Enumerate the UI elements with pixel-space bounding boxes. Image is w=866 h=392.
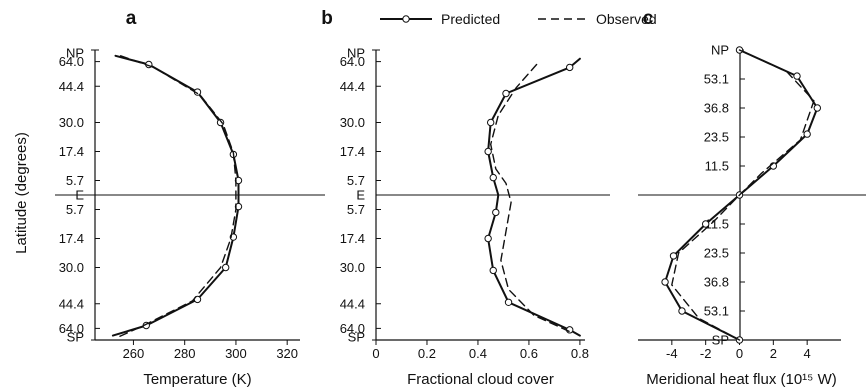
chart-panel-a: aNP64.044.430.017.45.7E5.717.430.044.464…	[55, 8, 325, 388]
data-point-predicted-c	[803, 130, 811, 138]
data-point-predicted-c	[669, 252, 678, 260]
y-tick-label-a: 44.4	[59, 296, 84, 311]
x-tick-label-a: 300	[225, 346, 247, 361]
y-tick-label-c: 53.1	[704, 72, 729, 87]
data-point-predicted-c	[793, 72, 801, 80]
y-tick-label-c: 53.1	[704, 304, 729, 319]
x-tick-label-b: 0.2	[418, 346, 436, 361]
data-point-predicted-b	[566, 63, 574, 72]
y-tick-label-a: 44.4	[59, 79, 84, 94]
y-tick-label-c: NP	[711, 43, 729, 58]
data-point-predicted-b	[504, 298, 513, 306]
x-tick-label-c: -4	[666, 346, 678, 361]
x-tick-label-b: 0	[372, 346, 379, 361]
x-tick-label-c: 0	[736, 346, 743, 361]
x-axis-title-c: Meridional heat flux (10¹⁵ W)	[646, 371, 836, 388]
x-tick-label-c: 2	[770, 346, 777, 361]
x-axis-title-a: Temperature (K)	[143, 371, 251, 388]
x-tick-label-a: 320	[276, 346, 298, 361]
data-point-predicted-b	[489, 173, 497, 182]
legend: Predicted Observed	[380, 11, 657, 27]
y-tick-label-a: 17.4	[59, 144, 84, 159]
y-tick-label-b: 17.4	[340, 144, 365, 159]
panel-letter-c: c	[643, 8, 654, 29]
y-axis-title: Latitude (degrees)	[13, 132, 30, 254]
series-line-observed-a	[117, 55, 237, 338]
x-axis-title-b: Fractional cloud cover	[407, 371, 554, 388]
legend-predicted-label: Predicted	[441, 11, 500, 27]
y-tick-label-b: 64.0	[340, 54, 365, 69]
chart-panel-b: bNP64.044.430.017.45.7E5.717.430.044.464…	[321, 8, 610, 388]
data-point-predicted-c	[678, 307, 686, 315]
data-point-predicted-b	[484, 234, 492, 243]
data-point-predicted-a	[221, 263, 230, 272]
y-tick-label-a: 64.0	[59, 321, 84, 336]
panel-letter-a: a	[126, 8, 137, 29]
y-tick-label-b: E	[356, 188, 365, 203]
x-tick-label-a: 280	[174, 346, 196, 361]
data-point-predicted-b	[492, 208, 500, 217]
series-line-observed-b	[490, 63, 573, 334]
y-tick-label-a: 17.4	[59, 231, 84, 246]
chart-panel-c: cNP53.136.823.511.511.523.536.853.1SP-4-…	[638, 8, 866, 388]
y-tick-label-a: E	[75, 188, 84, 203]
x-tick-label-b: 0.8	[571, 346, 589, 361]
series-line-predicted-a	[111, 54, 240, 337]
y-tick-label-c: SP	[712, 333, 729, 348]
panel-letter-b: b	[321, 8, 333, 29]
legend-predicted-marker	[402, 15, 410, 23]
data-point-predicted-b	[502, 89, 510, 98]
y-tick-label-b: 44.4	[340, 79, 365, 94]
y-tick-label-a: NP	[66, 45, 84, 60]
y-tick-label-a: 30.0	[59, 260, 84, 275]
y-tick-label-a: 5.7	[66, 173, 84, 188]
y-tick-label-b: 30.0	[340, 260, 365, 275]
y-tick-label-b: 44.4	[340, 296, 365, 311]
x-tick-label-c: -2	[700, 346, 712, 361]
series-line-observed-c	[671, 49, 815, 341]
data-point-predicted-c	[813, 104, 822, 112]
y-tick-label-c: 23.5	[704, 130, 729, 145]
y-tick-label-c: 23.5	[704, 246, 729, 261]
y-tick-label-c: 36.8	[704, 275, 729, 290]
panels: aNP64.044.430.017.45.7E5.717.430.044.464…	[55, 8, 866, 388]
y-tick-label-c: 36.8	[704, 101, 729, 116]
data-point-predicted-b	[486, 118, 495, 127]
y-tick-label-b: 17.4	[340, 231, 365, 246]
data-point-predicted-b	[484, 147, 492, 156]
x-tick-label-b: 0.6	[520, 346, 538, 361]
x-tick-label-b: 0.4	[469, 346, 487, 361]
data-point-predicted-c	[701, 220, 710, 228]
y-tick-label-b: NP	[347, 45, 365, 60]
data-point-predicted-b	[489, 266, 497, 275]
y-tick-label-a: SP	[67, 330, 84, 345]
data-point-predicted-c	[661, 278, 669, 286]
y-tick-label-a: 64.0	[59, 54, 84, 69]
x-tick-label-c: 4	[804, 346, 811, 361]
y-tick-label-c: 11.5	[705, 159, 729, 174]
y-tick-label-b: 64.0	[340, 321, 365, 336]
x-tick-label-a: 260	[123, 346, 145, 361]
y-tick-label-b: 5.7	[347, 202, 365, 217]
series-line-predicted-b	[487, 57, 581, 337]
y-tick-label-a: 5.7	[66, 202, 84, 217]
data-point-predicted-a	[216, 118, 225, 127]
y-tick-label-b: 5.7	[347, 173, 365, 188]
y-tick-label-b: 30.0	[340, 115, 365, 130]
y-tick-label-b: SP	[348, 330, 365, 345]
legend-observed-label: Observed	[596, 11, 657, 27]
y-tick-label-a: 30.0	[59, 115, 84, 130]
